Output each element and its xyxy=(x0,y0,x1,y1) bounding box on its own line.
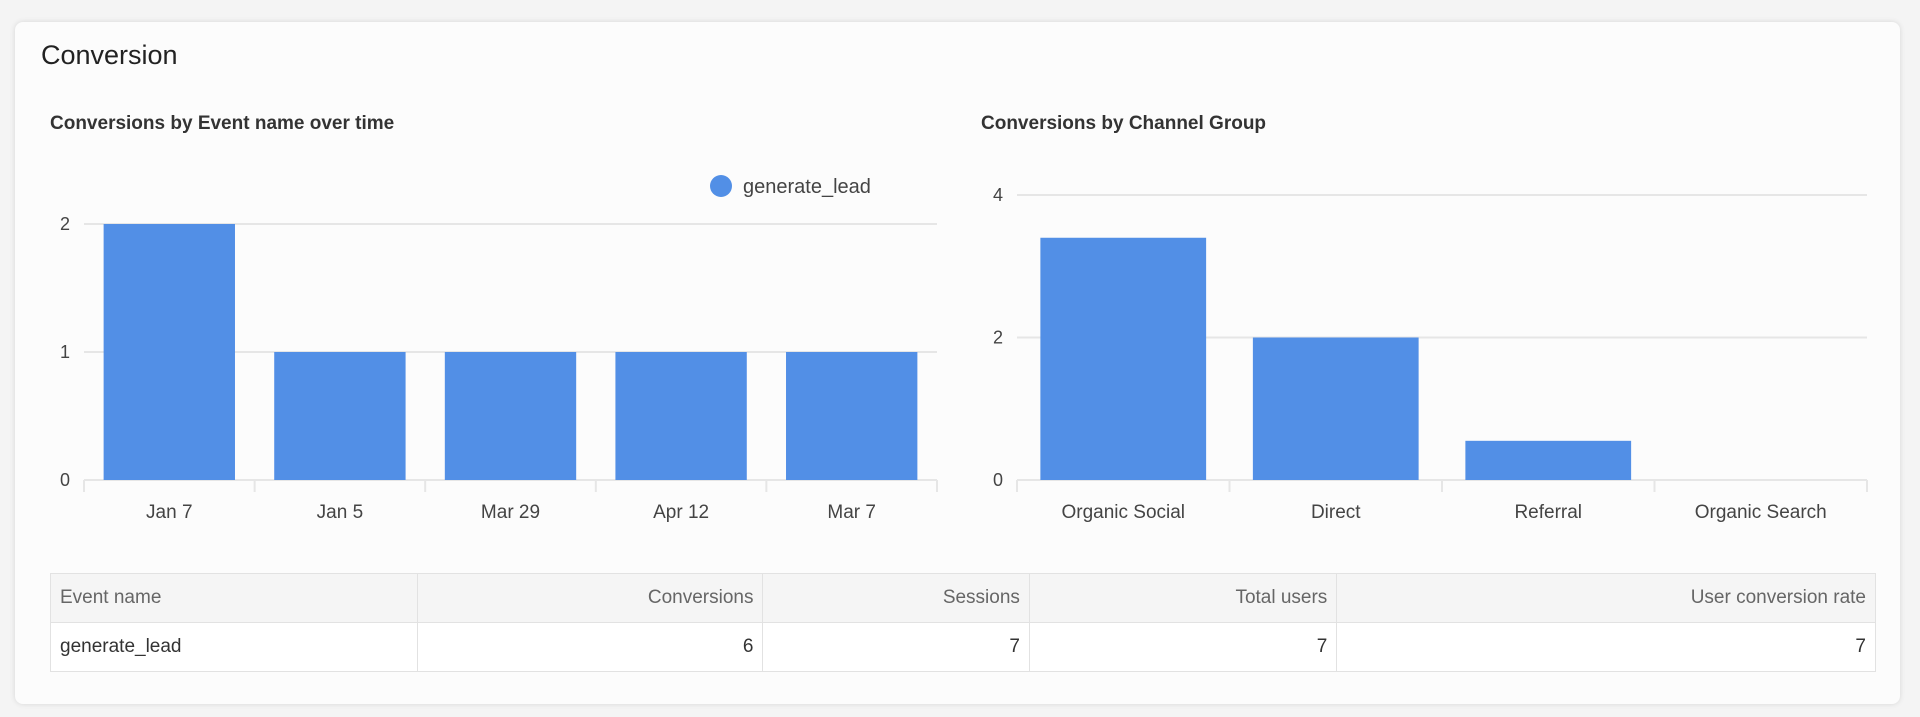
channel-y-tick-label: 2 xyxy=(993,328,1003,348)
legend-marker-icon xyxy=(710,175,732,197)
conversion-table: Event name Conversions Sessions Total us… xyxy=(50,573,1876,672)
cell-user-conversion-rate: 7 xyxy=(1336,622,1876,672)
col-total-users[interactable]: Total users xyxy=(1028,573,1338,623)
channel-x-tick-label: Organic Search xyxy=(1695,502,1827,523)
chart-title-channel: Conversions by Channel Group xyxy=(981,113,1267,134)
event-bar xyxy=(103,224,235,480)
cell-sessions: 7 xyxy=(762,622,1030,672)
col-conversions[interactable]: Conversions xyxy=(416,573,764,623)
channel-y-tick-label: 0 xyxy=(993,470,1003,490)
channel-y-tick-label: 4 xyxy=(993,185,1003,205)
table-row: generate_lead 6 7 7 7 xyxy=(50,622,1876,672)
event-x-tick-label: Jan 7 xyxy=(146,502,192,523)
channel-x-tick-label: Direct xyxy=(1311,502,1361,523)
channel-bar xyxy=(1252,337,1419,480)
channel-bar xyxy=(1465,440,1632,480)
cell-conversions: 6 xyxy=(416,622,764,672)
channel-x-tick-label: Referral xyxy=(1514,502,1582,523)
col-sessions[interactable]: Sessions xyxy=(762,573,1030,623)
cell-total-users: 7 xyxy=(1028,622,1338,672)
event-bar xyxy=(786,352,918,480)
channel-bar xyxy=(1040,237,1207,480)
event-y-tick-label: 0 xyxy=(60,470,70,490)
event-x-tick-label: Mar 29 xyxy=(481,502,540,523)
event-bar xyxy=(274,352,406,480)
table-header-row: Event name Conversions Sessions Total us… xyxy=(50,573,1876,623)
event-bar xyxy=(615,352,747,480)
event-x-tick-label: Jan 5 xyxy=(317,502,363,523)
event-bar xyxy=(444,352,577,480)
event-y-tick-label: 1 xyxy=(60,342,70,362)
col-event-name[interactable]: Event name xyxy=(50,573,418,623)
chart-title-event: Conversions by Event name over time xyxy=(50,113,395,134)
section-title: Conversion xyxy=(41,40,178,70)
event-x-tick-label: Apr 12 xyxy=(653,502,709,523)
cell-event-name: generate_lead xyxy=(50,622,418,672)
col-user-conversion-rate[interactable]: User conversion rate xyxy=(1336,573,1876,623)
legend-label: generate_lead xyxy=(743,176,871,198)
channel-x-tick-label: Organic Social xyxy=(1061,502,1185,523)
event-y-tick-label: 2 xyxy=(60,214,70,234)
event-x-tick-label: Mar 7 xyxy=(827,502,876,523)
